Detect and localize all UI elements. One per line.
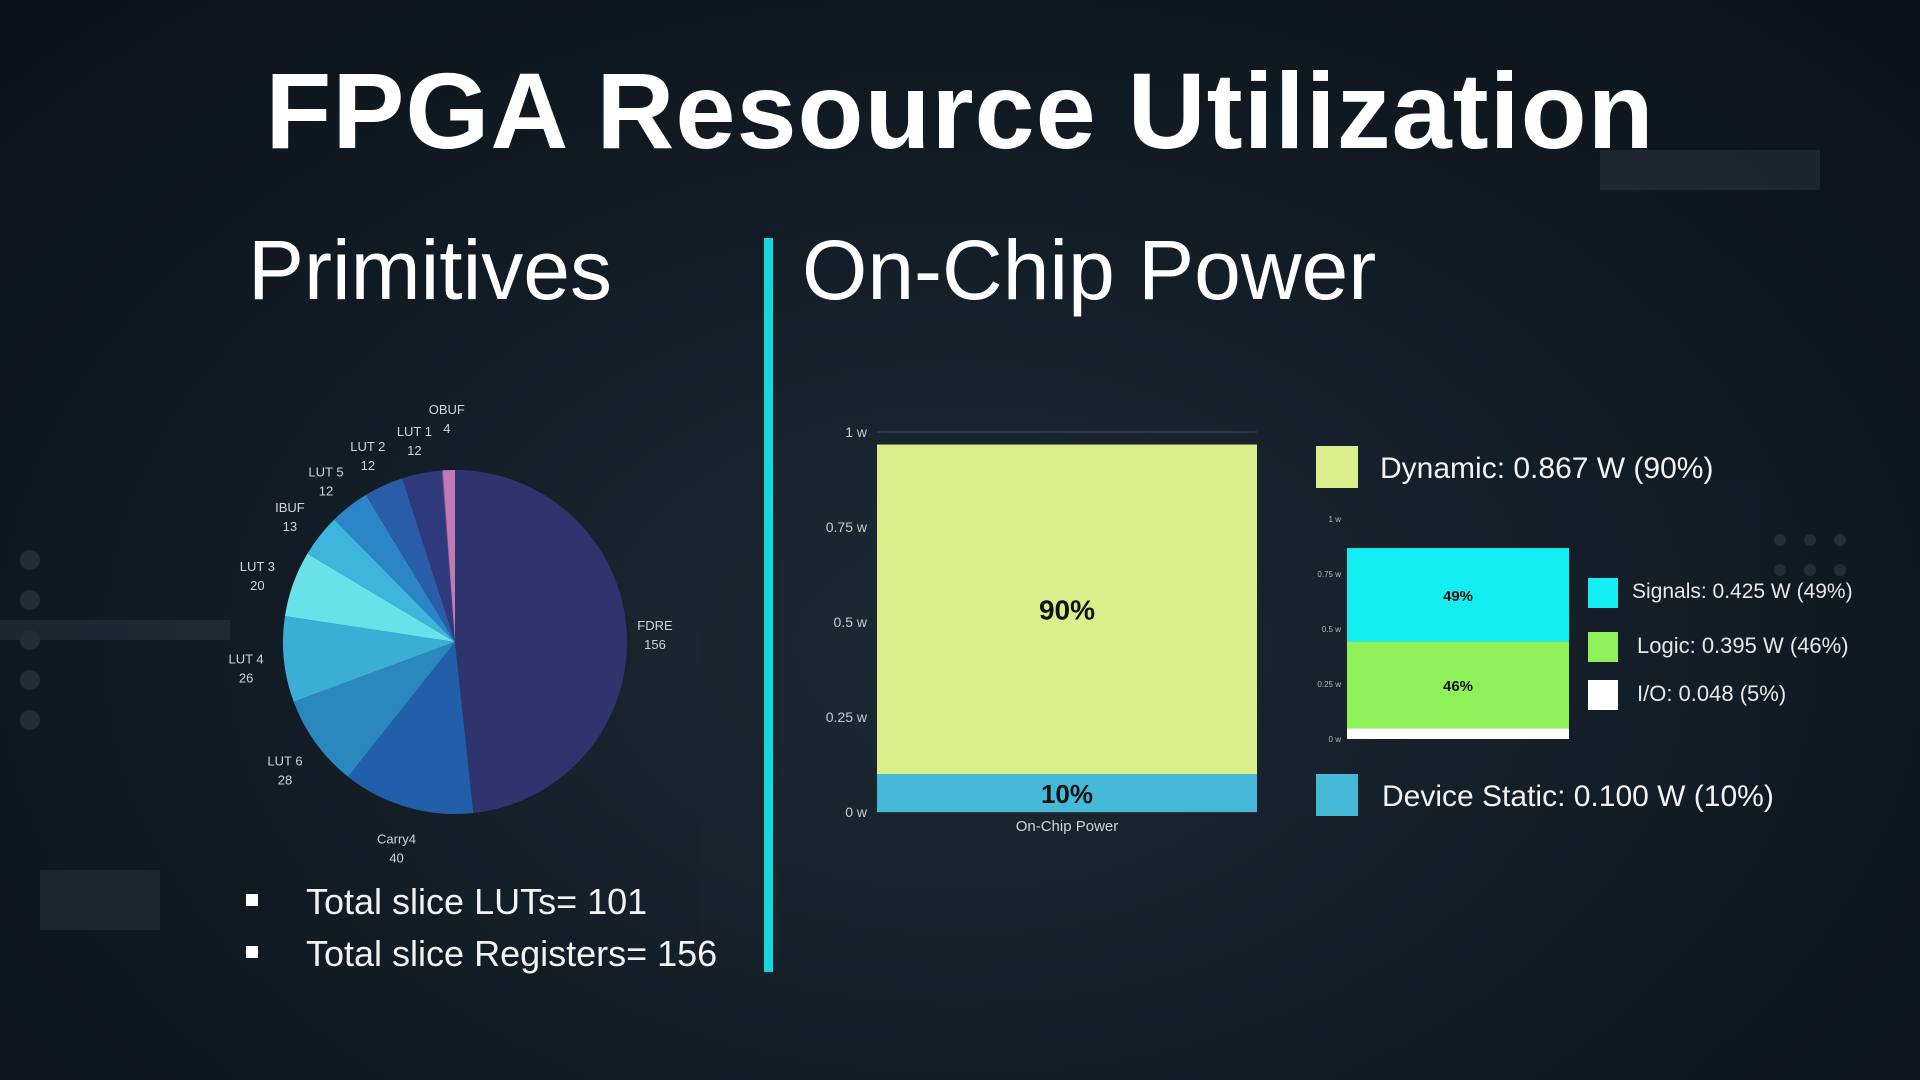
- legend-dynamic: Dynamic: 0.867 W (90%): [1380, 452, 1713, 485]
- pie-value-lut-2: 12: [361, 458, 375, 473]
- pie-value-lut-6: 28: [278, 772, 292, 787]
- main-bar-ytick: 0.5 w: [834, 614, 868, 630]
- small-bar-segment-signals: [1347, 548, 1569, 642]
- pie-slice-lut-2: [365, 478, 455, 642]
- pie-value-lut-1: 12: [407, 443, 421, 458]
- pie-value-carry4: 40: [389, 851, 403, 866]
- pie-label-ibuf: IBUF: [275, 500, 305, 515]
- small-bar-label-logic: 46%: [1443, 678, 1473, 695]
- section-divider: [764, 238, 773, 972]
- pie-label-lut-3: LUT 3: [240, 559, 275, 574]
- pie-slice-lut-4: [283, 616, 455, 702]
- legend-swatch-dynamic: [1316, 446, 1358, 488]
- primitives-pie-chart: FDRE 156 Carry4 40 LUT 6 28 LUT 4 26 LUT 3 20 IBUF…: [229, 402, 674, 866]
- main-bar-ytick: 1 w: [845, 424, 868, 440]
- pie-slice-lut-1: [402, 470, 455, 642]
- pie-label-lut-6: LUT 6: [267, 753, 302, 768]
- pie-label-lut-1: LUT 1: [397, 424, 432, 439]
- power-charts: Dynamic: 0.867 W (90%) Signals: 0.425 W …: [826, 424, 1853, 835]
- main-bar-ytick: 0 w: [845, 804, 868, 820]
- main-bar-label-dynamic: 90%: [1039, 594, 1095, 625]
- small-bar-ytick: 0.25 w: [1317, 680, 1341, 689]
- main-bar-segment-device-static: [877, 774, 1257, 812]
- legend-static: Device Static: 0.100 W (10%): [1382, 780, 1774, 813]
- bullet-slice-registers: Total slice Registers= 156: [246, 928, 717, 980]
- small-bar-ytick: 0.5 w: [1322, 625, 1341, 634]
- small-bar-ytick: 0.75 w: [1317, 570, 1341, 579]
- main-bar-ytick: 0.25 w: [826, 709, 868, 725]
- primitives-heading: Primitives: [248, 223, 613, 317]
- bullet-slice-luts: Total slice LUTs= 101: [246, 876, 717, 928]
- bullet-text: Total slice Registers= 156: [306, 933, 718, 974]
- pie-slice-carry4: [348, 642, 474, 814]
- pie-slice-ibuf: [307, 519, 455, 642]
- page-title: FPGA Resource Utilization: [265, 50, 1655, 171]
- pie-value-lut-5: 12: [319, 483, 333, 498]
- pie-slice-lut-3: [284, 553, 455, 642]
- pie-slice-fdre: [455, 470, 627, 814]
- legend-swatch-signals: [1588, 578, 1618, 608]
- primitives-bullets: Total slice LUTs= 101 Total slice Regist…: [246, 876, 717, 980]
- small-bar-segment-logic: [1347, 641, 1569, 729]
- small-bar-ytick: 1 w: [1329, 515, 1342, 524]
- pie-label-lut-2: LUT 2: [350, 439, 385, 454]
- pie-value-ibuf: 13: [283, 519, 297, 534]
- pie-slice-lut-6: [293, 642, 455, 777]
- legend-io: I/O: 0.048 (5%): [1637, 681, 1786, 706]
- legend-swatch-io: [1588, 680, 1618, 710]
- pie-slice-lut-5: [334, 494, 455, 642]
- small-bar-ytick: 0 w: [1329, 735, 1342, 744]
- pie-value-obuf: 4: [443, 421, 450, 436]
- pie-label-lut-5: LUT 5: [308, 464, 343, 479]
- legend-logic: Logic: 0.395 W (46%): [1637, 633, 1849, 658]
- main-bar-label-device-static: 10%: [1041, 779, 1093, 809]
- bullet-marker: [246, 946, 258, 958]
- pie-label-obuf: OBUF: [429, 402, 465, 417]
- main-bar-ytick: 0.75 w: [826, 519, 868, 535]
- bullet-marker: [246, 894, 258, 906]
- pie-label-fdre: FDRE: [637, 618, 673, 633]
- power-heading: On-Chip Power: [802, 223, 1377, 317]
- legend-swatch-static: [1316, 774, 1358, 816]
- bullet-text: Total slice LUTs= 101: [306, 881, 648, 922]
- legend-swatch-logic: [1588, 632, 1618, 662]
- pie-value-fdre: 156: [644, 637, 666, 652]
- small-bar-segment-i-o: [1347, 728, 1569, 739]
- pie-value-lut-4: 26: [239, 670, 253, 685]
- main-bar-segment-dynamic: [877, 444, 1257, 774]
- main-bar-xlabel: On-Chip Power: [1016, 818, 1119, 835]
- pie-label-carry4: Carry4: [377, 832, 416, 847]
- pie-label-lut-4: LUT 4: [229, 651, 264, 666]
- small-bar-label-signals: 49%: [1443, 588, 1473, 605]
- legend-signals: Signals: 0.425 W (49%): [1632, 580, 1853, 603]
- pie-value-lut-3: 20: [250, 578, 264, 593]
- pie-slice-accent: [442, 470, 455, 642]
